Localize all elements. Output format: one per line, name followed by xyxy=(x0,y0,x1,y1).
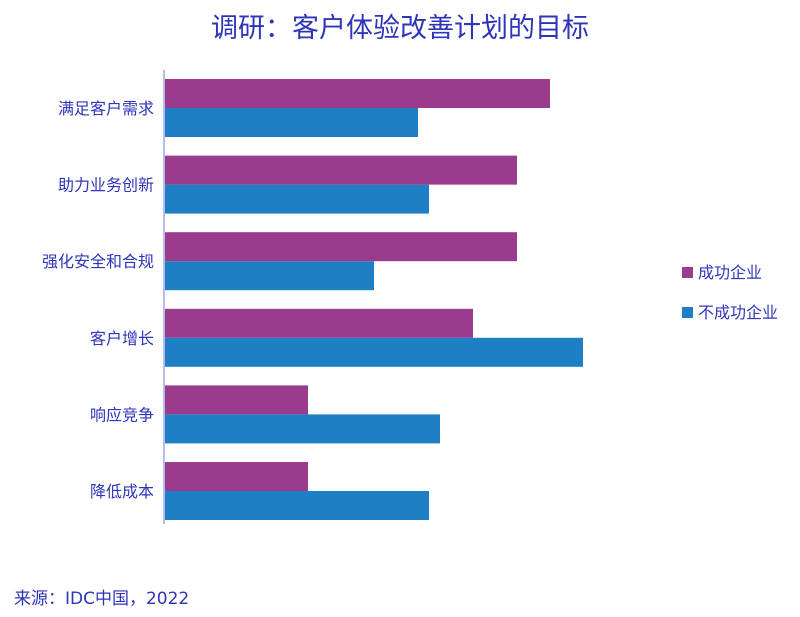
source-note: 来源：IDC中国，2022 xyxy=(14,589,190,609)
category-label: 强化安全和合规 xyxy=(42,252,154,271)
bar-unsuccess-1 xyxy=(165,184,429,214)
bar-success-1 xyxy=(165,155,517,185)
bar-success-5 xyxy=(165,462,308,491)
bar-success-4 xyxy=(165,385,308,415)
chart-title: 调研：客户体验改善计划的目标 xyxy=(211,13,589,44)
bars-group xyxy=(165,79,583,520)
bar-unsuccess-2 xyxy=(165,261,374,291)
bar-success-2 xyxy=(165,232,517,262)
bar-success-0 xyxy=(165,79,550,108)
category-label: 客户增长 xyxy=(90,329,154,348)
legend-swatch xyxy=(682,267,693,278)
bar-unsuccess-5 xyxy=(165,491,429,520)
legend-label: 成功企业 xyxy=(698,263,762,282)
category-label: 满足客户需求 xyxy=(58,99,154,118)
bar-unsuccess-0 xyxy=(165,108,418,137)
bar-success-3 xyxy=(165,308,473,338)
bar-unsuccess-3 xyxy=(165,337,583,367)
legend-swatch xyxy=(682,307,693,318)
category-label: 响应竞争 xyxy=(90,405,154,424)
category-label: 降低成本 xyxy=(90,482,154,501)
bar-unsuccess-4 xyxy=(165,414,440,444)
legend-label: 不成功企业 xyxy=(698,303,778,322)
category-label: 助力业务创新 xyxy=(58,176,154,195)
